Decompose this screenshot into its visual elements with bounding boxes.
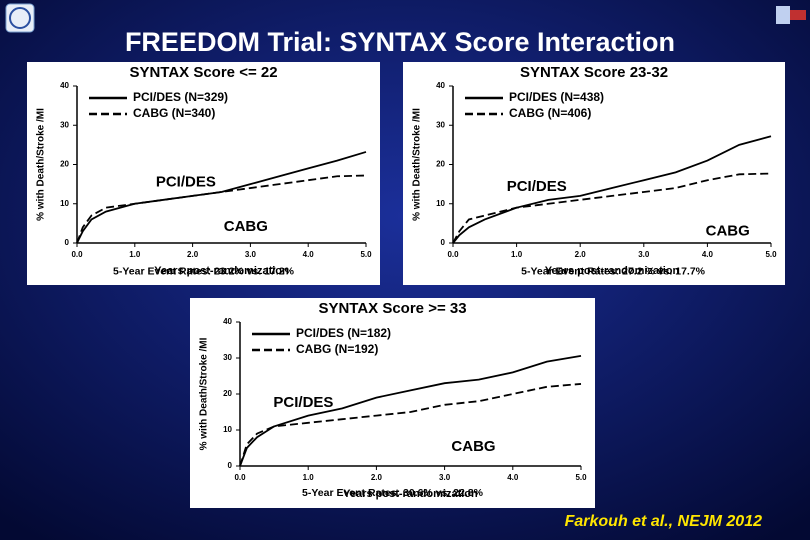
annotation: CABG — [706, 222, 750, 239]
legend-label: PCI/DES (N=182) — [296, 326, 391, 340]
x-tick-label: 5.0 — [575, 473, 587, 482]
legend-label: PCI/DES (N=438) — [509, 90, 604, 104]
legend-label: CABG (N=340) — [133, 106, 215, 120]
x-tick-label: 2.0 — [187, 250, 199, 259]
y-tick-label: 0 — [441, 238, 446, 247]
y-tick-label: 20 — [436, 160, 445, 169]
x-axis-label: Years post-randomization — [154, 265, 289, 277]
x-tick-label: 2.0 — [575, 250, 587, 259]
annotation: PCI/DES — [156, 173, 216, 190]
legend-label: CABG (N=406) — [509, 106, 591, 120]
annotation: 5-Year Event Rates: 27.2 % vs. 17.7% — [521, 265, 706, 277]
logo-left-mark — [9, 7, 31, 29]
logo-right — [776, 6, 790, 24]
y-tick-label: 10 — [223, 425, 232, 434]
annotation: CABG — [451, 438, 495, 455]
series-line — [76, 174, 367, 244]
x-tick-label: 5.0 — [765, 250, 777, 259]
annotation: PCI/DES — [507, 178, 567, 195]
annotation: 5-Year Event Rates: 30.6% vs. 22.8% — [302, 487, 484, 499]
y-axis-label: % with Death/Stroke /MI — [199, 337, 210, 450]
y-tick-label: 30 — [223, 353, 232, 362]
x-tick-label: 4.0 — [507, 473, 519, 482]
x-tick-label: 2.0 — [371, 473, 383, 482]
logo-right-text — [790, 10, 806, 20]
x-tick-label: 1.0 — [129, 250, 141, 259]
y-tick-label: 10 — [436, 199, 445, 208]
x-tick-label: 3.0 — [638, 250, 650, 259]
series-line — [452, 135, 772, 244]
x-tick-label: 0.0 — [71, 250, 83, 259]
annotation: 5-Year Event Rates: 23.2% vs. 17.2% — [113, 265, 295, 277]
chart-panel: SYNTAX Score 23-32 0 10 20 30 40 0.0 1.0 2.0 3.0 4… — [403, 62, 785, 285]
y-tick-label: 20 — [223, 389, 232, 398]
annotation: CABG — [224, 218, 268, 235]
x-tick-label: 1.0 — [511, 250, 523, 259]
y-tick-label: 30 — [436, 120, 445, 129]
x-tick-label: 4.0 — [303, 250, 315, 259]
annotation: PCI/DES — [273, 394, 333, 411]
panel-background — [27, 62, 380, 285]
chart-title: SYNTAX Score <= 22 — [129, 64, 277, 81]
y-tick-label: 20 — [60, 160, 69, 169]
x-tick-label: 5.0 — [360, 250, 372, 259]
citation: Farkouh et al., NEJM 2012 — [565, 513, 763, 530]
chart-panel: SYNTAX Score <= 22 0 10 20 30 40 0.0 1.0 2.0 3.0 4… — [27, 62, 380, 285]
slide-title: FREEDOM Trial: SYNTAX Score Interaction — [125, 27, 675, 57]
legend-label: CABG (N=192) — [296, 342, 378, 356]
x-tick-label: 3.0 — [439, 473, 451, 482]
x-tick-label: 1.0 — [303, 473, 315, 482]
y-axis-label: % with Death/Stroke /MI — [36, 108, 47, 221]
x-tick-label: 0.0 — [234, 473, 246, 482]
y-tick-label: 30 — [60, 120, 69, 129]
chart-title: SYNTAX Score 23-32 — [520, 64, 668, 81]
chart-title: SYNTAX Score >= 33 — [318, 300, 466, 317]
series-line — [239, 383, 582, 467]
chart-panel: SYNTAX Score >= 33 0 10 20 30 40 0.0 1.0 2.0 3.0 4… — [190, 298, 595, 508]
y-tick-label: 0 — [228, 461, 233, 470]
legend-label: PCI/DES (N=329) — [133, 90, 228, 104]
x-axis-label: Years post-randomization — [545, 265, 680, 277]
x-axis-label: Years post-randomization — [343, 488, 478, 500]
y-tick-label: 40 — [436, 81, 445, 90]
x-tick-label: 4.0 — [702, 250, 714, 259]
y-tick-label: 40 — [223, 317, 232, 326]
y-axis-label: % with Death/Stroke /MI — [412, 108, 423, 221]
panel-background — [190, 298, 595, 508]
x-tick-label: 0.0 — [447, 250, 459, 259]
y-tick-label: 40 — [60, 81, 69, 90]
series-line — [239, 354, 582, 467]
x-tick-label: 3.0 — [245, 250, 257, 259]
y-tick-label: 0 — [65, 238, 70, 247]
y-tick-label: 10 — [60, 199, 69, 208]
series-line — [452, 172, 772, 244]
